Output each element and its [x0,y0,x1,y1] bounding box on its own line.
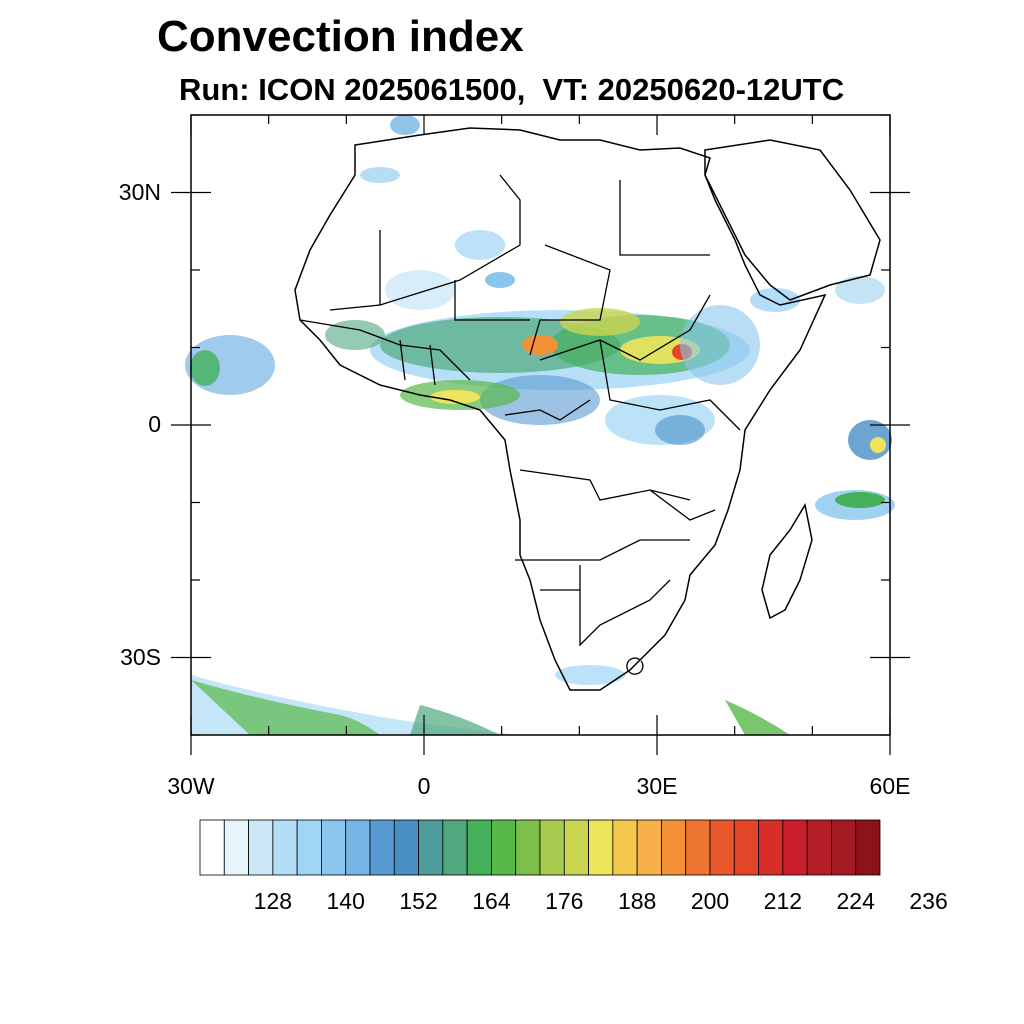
colorbar-label: 236 [909,888,948,914]
madagascar-coastline [761,502,813,620]
colorbar-swatch [758,819,784,876]
colorbar-swatch [709,819,735,876]
colorbar-label: 128 [253,888,293,914]
colorbar-swatch [515,819,541,876]
colorbar-label: 188 [617,888,657,914]
colorbar-label: 176 [545,888,584,914]
axis-ticks [171,114,910,755]
colorbar-swatch [199,819,225,876]
colorbar-label: 200 [690,888,730,914]
arabia-coastline [704,139,881,301]
colorbar-swatch [223,819,249,876]
colorbar [199,819,881,876]
colorbar-swatch [296,819,322,876]
colorbar-label: 140 [326,888,365,914]
colorbar-swatch [831,819,857,876]
colorbar-swatch [733,819,759,876]
colorbar-swatch [393,819,419,876]
convection-field [185,115,895,735]
colorbar-swatch [612,819,638,876]
latitude-label: 30S [120,643,161,670]
colorbar-swatch [685,819,711,876]
colorbar-swatch [588,819,614,876]
chart-title: Convection index [157,12,524,61]
colorbar-swatch [491,819,517,876]
longitude-label: 30E [636,773,678,799]
colorbar-swatch [661,819,687,876]
colorbar-swatch [442,819,468,876]
colorbar-label: 152 [399,888,438,914]
country-borders [299,174,741,675]
longitude-label: 0 [417,773,431,799]
colorbar-swatch [369,819,395,876]
colorbar-swatch [418,819,444,876]
africa-coastline [294,127,827,691]
colorbar-swatch [563,819,589,876]
colorbar-swatch [466,819,492,876]
colorbar-label: 212 [763,888,803,914]
chart-subtitle: Run: ICON 2025061500, VT: 20250620-12UTC [179,72,845,107]
colorbar-swatch [321,819,347,876]
colorbar-swatch [806,819,832,876]
colorbar-swatch [345,819,371,876]
longitude-label: 60E [869,773,911,799]
colorbar-label: 224 [836,888,875,914]
colorbar-swatch [782,819,808,876]
colorbar-label: 164 [472,888,511,914]
latitude-label: 30N [118,178,161,205]
colorbar-swatch [855,819,881,876]
latitude-label: 0 [148,411,161,437]
colorbar-swatch [636,819,662,876]
colorbar-swatch [248,819,274,876]
longitude-label: 30W [167,773,215,799]
colorbar-swatch [539,819,565,876]
colorbar-swatch [272,819,298,876]
